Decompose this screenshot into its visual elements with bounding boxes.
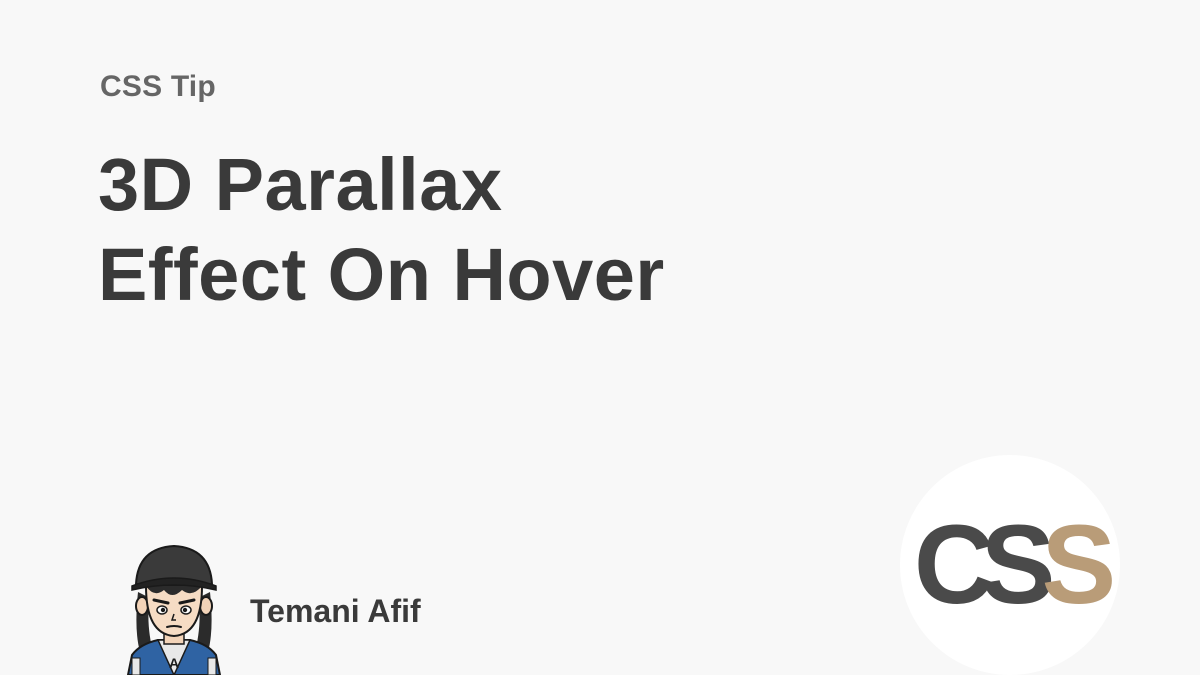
eyebrow-label: CSS Tip: [100, 70, 216, 103]
svg-text:CSS: CSS: [914, 502, 1113, 627]
author-block: A Temani Afif: [120, 540, 421, 675]
css-logo-letter-s2: S: [1041, 502, 1112, 627]
svg-text:A: A: [169, 655, 179, 671]
css-logo: CSS: [900, 455, 1120, 675]
page-title-line-1: 3D Parallax: [98, 143, 503, 226]
page-title-line-2: Effect On Hover: [98, 233, 665, 316]
css-logo-icon: CSS: [914, 502, 1120, 627]
page-title: 3D Parallax Effect On Hover: [98, 140, 665, 320]
author-name: Temani Afif: [250, 593, 421, 629]
cartoon-avatar-icon: A: [126, 544, 222, 675]
